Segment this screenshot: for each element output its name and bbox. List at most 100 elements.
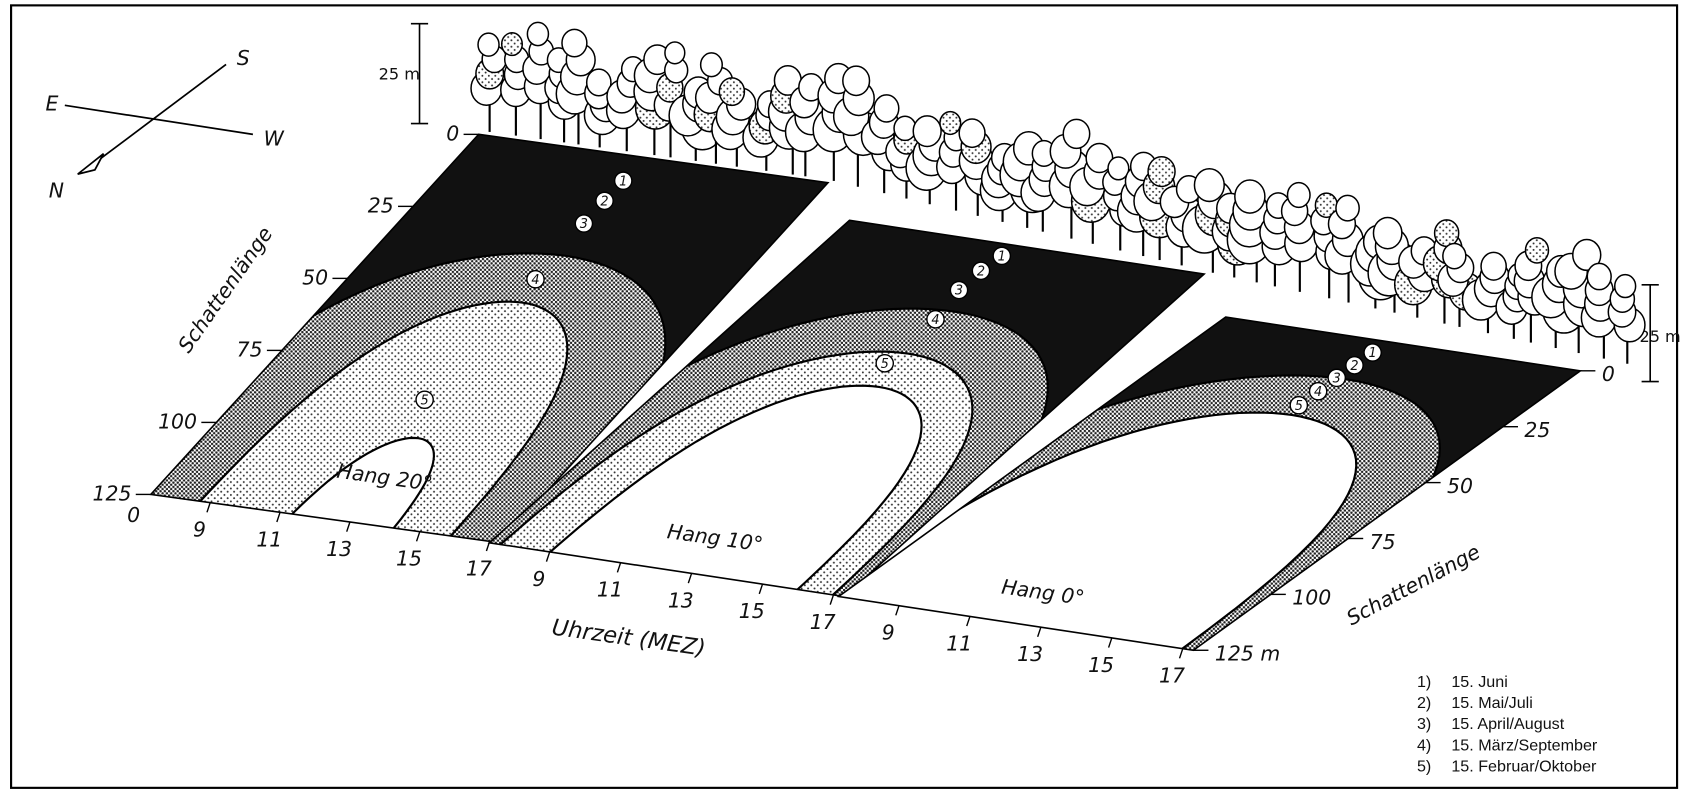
- tree-crown: [1235, 180, 1265, 213]
- tree-crown: [913, 116, 941, 147]
- tree-crown: [1373, 217, 1401, 248]
- scale-label: 25 m: [379, 65, 420, 84]
- tree-crown: [1525, 238, 1548, 263]
- scale-label: 25 m: [1639, 327, 1680, 346]
- tree-crown: [527, 22, 548, 45]
- tree-crown: [894, 116, 916, 140]
- hour-label: 15: [396, 547, 422, 571]
- tree-crown: [562, 29, 587, 56]
- y-tick-label: 125: [93, 481, 132, 505]
- marker-label: 2: [977, 264, 985, 279]
- y-tick-label: 50: [302, 265, 328, 289]
- marker-label: 1: [1369, 346, 1377, 361]
- hour-label: 15: [739, 599, 765, 623]
- tick: [1180, 649, 1183, 659]
- y-tick-label: 25: [368, 193, 394, 217]
- legend-text: 15. April/August: [1451, 715, 1564, 733]
- legend-text: 15. Juni: [1451, 673, 1507, 691]
- marker-label: 5: [421, 393, 429, 408]
- tick: [417, 532, 420, 542]
- tree-crown: [1443, 243, 1466, 268]
- panels: 12345Hang 20°91113151712345Hang 10°91113…: [43, 121, 1614, 713]
- compass-label: S: [237, 46, 250, 70]
- tree-crown: [478, 33, 499, 56]
- hour-label: 9: [882, 621, 895, 645]
- marker-label: 3: [955, 284, 963, 299]
- tick: [967, 616, 970, 626]
- diagram: E S W N 25 m 25 m 12345Hang 20°911131517…: [0, 0, 1686, 790]
- tree-crown: [1615, 275, 1636, 298]
- marker-label: 3: [1333, 371, 1341, 386]
- y-tick-label: 50: [1447, 474, 1473, 498]
- legend-number: 3): [1417, 715, 1431, 733]
- hour-label: 11: [597, 578, 623, 602]
- tick: [546, 552, 549, 562]
- tick: [896, 606, 899, 616]
- tree-crown: [1587, 263, 1611, 289]
- compass-label: E: [45, 91, 58, 115]
- marker-label: 3: [580, 217, 588, 232]
- y-tick-label: 125 m: [1215, 642, 1280, 666]
- axis-origin: 0: [127, 503, 140, 527]
- hour-label: 17: [1159, 664, 1185, 688]
- legend-number: 4): [1417, 736, 1431, 754]
- marker-label: 1: [998, 249, 1006, 264]
- tick: [347, 522, 350, 532]
- y-tick-label: 25: [1524, 418, 1550, 442]
- y-tick-label: 0: [446, 121, 459, 145]
- compass: [65, 64, 253, 174]
- tree-crown: [843, 66, 870, 95]
- tree-crown: [502, 33, 523, 56]
- compass-label: N: [49, 178, 64, 202]
- tick: [688, 573, 691, 583]
- legend-number: 2): [1417, 694, 1431, 712]
- y-tick-label: 100: [1292, 586, 1331, 610]
- tick: [830, 595, 833, 605]
- tree-crown: [1336, 195, 1359, 221]
- tree-crown: [940, 112, 961, 135]
- tick: [1109, 638, 1112, 648]
- tick: [759, 584, 762, 594]
- legend-text: 15. März/September: [1451, 736, 1598, 754]
- tree: [1608, 275, 1645, 364]
- marker-label: 1: [619, 174, 627, 189]
- tree-crown: [874, 95, 899, 122]
- tree-crown: [665, 42, 685, 64]
- marker-label: 5: [881, 357, 889, 372]
- hour-label: 15: [1088, 653, 1114, 677]
- tree-crown: [959, 119, 985, 147]
- legend-number: 1): [1417, 673, 1431, 691]
- tree: [471, 33, 506, 132]
- x-axis-label: Uhrzeit (MEZ): [550, 615, 707, 662]
- hour-label: 11: [946, 631, 972, 655]
- tick: [207, 503, 210, 513]
- marker-label: 2: [600, 194, 608, 209]
- marker-label: 4: [531, 273, 539, 288]
- tick: [1038, 627, 1041, 637]
- hour-label: 13: [668, 588, 694, 612]
- legend-text: 15. Mai/Juli: [1451, 694, 1532, 712]
- marker-label: 4: [1314, 385, 1322, 400]
- hour-label: 11: [256, 527, 282, 551]
- hour-label: 9: [532, 567, 545, 591]
- y-tick-label: 75: [237, 337, 263, 361]
- legend: 1) 15. Juni 2) 15. Mai/Juli 3) 15. April/Augu…: [1417, 673, 1598, 776]
- page: {"compass": {"east": "E", "south": "S", …: [0, 0, 1686, 790]
- tree-crown: [1063, 119, 1089, 148]
- marker-label: 5: [1295, 399, 1303, 414]
- hour-label: 17: [810, 610, 836, 634]
- legend-number: 5): [1417, 757, 1431, 775]
- y-tick-label: 75: [1370, 530, 1396, 554]
- hour-label: 13: [1017, 642, 1043, 666]
- marker-label: 2: [1350, 359, 1358, 374]
- tick: [617, 563, 620, 573]
- tree: [1282, 183, 1318, 292]
- y-tick-label: 0: [1602, 362, 1615, 386]
- marker-label: 4: [931, 313, 939, 328]
- hour-label: 13: [326, 537, 352, 561]
- hour-label: 9: [193, 518, 206, 542]
- tree-crown: [1287, 183, 1310, 208]
- y-tick-label: 100: [158, 409, 197, 433]
- tree-crown: [719, 78, 744, 106]
- tree-crown: [1194, 169, 1224, 202]
